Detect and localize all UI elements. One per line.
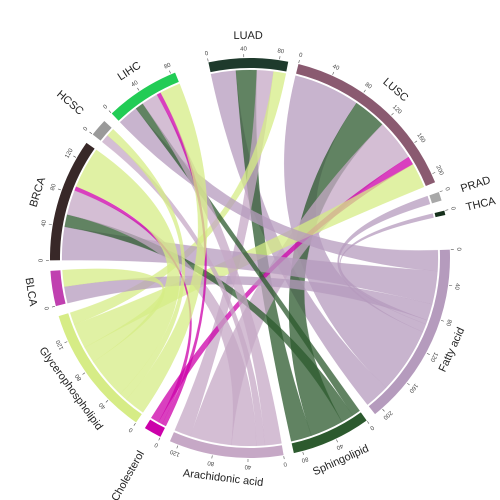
tick-mark xyxy=(133,423,136,426)
sector-label: Cholesterol xyxy=(109,449,147,500)
tick-mark xyxy=(211,455,213,459)
tick-mark xyxy=(391,112,394,116)
sector-label: Fatty acid xyxy=(437,326,468,374)
tick-label: 0 xyxy=(103,104,110,111)
tick-mark xyxy=(445,209,449,211)
tick-mark xyxy=(176,445,179,449)
sector xyxy=(50,270,66,307)
tick-label: 120 xyxy=(55,338,65,350)
tick-label: 0 xyxy=(128,426,135,433)
tick-label: 0 xyxy=(44,305,51,310)
ribbon xyxy=(339,213,434,325)
tick-label: 80 xyxy=(444,318,452,327)
sector xyxy=(434,210,446,218)
tick-label: 160 xyxy=(407,382,418,394)
tick-label: 120 xyxy=(428,351,438,363)
tick-label: 40 xyxy=(130,80,139,89)
tick-label: 0 xyxy=(39,258,45,262)
sector-label: BRCA xyxy=(28,175,49,208)
tick-mark xyxy=(363,89,366,93)
tick-label: 40 xyxy=(335,442,344,451)
tick-mark xyxy=(432,172,436,174)
tick-mark xyxy=(158,437,161,441)
tick-label: 40 xyxy=(331,64,340,72)
tick-label: 0 xyxy=(153,441,159,448)
tick-label: 120 xyxy=(64,147,75,159)
tick-mark xyxy=(64,341,68,344)
sector-label: LIHC xyxy=(116,60,144,84)
sector-label: LUAD xyxy=(233,30,262,42)
tick-mark xyxy=(336,439,338,443)
tick-mark xyxy=(426,352,430,355)
tick-label: 80 xyxy=(74,372,83,381)
tick-label: 80 xyxy=(50,183,58,192)
tick-mark xyxy=(82,372,86,375)
sector xyxy=(144,419,165,437)
tick-mark xyxy=(283,456,285,460)
tick-label: 40 xyxy=(41,219,48,227)
tick-label: 80 xyxy=(206,459,214,466)
tick-mark xyxy=(439,190,443,193)
tick-label: 80 xyxy=(163,62,172,70)
tick-mark xyxy=(414,140,418,143)
tick-label: 120 xyxy=(391,104,403,116)
tick-mark xyxy=(169,70,171,74)
sector xyxy=(49,142,95,261)
tick-label: 160 xyxy=(415,133,426,145)
sector xyxy=(92,120,112,141)
sector-label: PRAD xyxy=(459,174,492,195)
ribbon xyxy=(126,83,208,413)
sector xyxy=(169,432,284,458)
sector-label: THCA xyxy=(465,195,498,214)
sector xyxy=(291,412,367,454)
sector-label: LUSC xyxy=(380,76,410,104)
tick-label: 0 xyxy=(455,247,461,251)
sector-label: BLCA xyxy=(23,277,39,308)
tick-mark xyxy=(298,60,300,64)
sector xyxy=(368,249,450,415)
tick-mark xyxy=(57,188,61,191)
tick-label: 80 xyxy=(364,82,373,91)
tick-label: 200 xyxy=(381,409,393,421)
sector xyxy=(296,63,436,187)
tick-mark xyxy=(108,110,112,114)
tick-label: 80 xyxy=(277,48,285,55)
sector xyxy=(58,313,142,423)
tick-mark xyxy=(73,155,77,158)
tick-mark xyxy=(332,71,335,75)
tick-mark xyxy=(137,87,140,91)
sector-label: HCSC xyxy=(54,88,85,117)
ribbon xyxy=(75,149,180,395)
tick-label: 0 xyxy=(449,206,456,211)
tick-mark xyxy=(382,408,385,412)
tick-label: 40 xyxy=(240,47,248,53)
tick-mark xyxy=(51,306,55,308)
tick-label: 120 xyxy=(169,448,181,457)
tick-mark xyxy=(89,131,93,135)
tick-label: 80 xyxy=(300,455,309,463)
tick-label: 0 xyxy=(83,126,90,133)
sector xyxy=(208,57,289,73)
tick-label: 0 xyxy=(282,460,287,467)
tick-mark xyxy=(207,58,209,62)
tick-label: 40 xyxy=(98,401,107,410)
tick-label: 0 xyxy=(298,52,303,59)
tick-label: 200 xyxy=(434,165,444,177)
tick-label: 0 xyxy=(204,51,209,58)
tick-label: 40 xyxy=(453,283,460,291)
tick-mark xyxy=(302,451,304,455)
sector-label: Arachidonic acid xyxy=(182,467,264,489)
tick-label: 0 xyxy=(368,424,375,431)
tick-label: 40 xyxy=(244,463,251,469)
tick-mark xyxy=(367,421,370,424)
sector xyxy=(429,192,442,204)
tick-mark xyxy=(105,400,109,403)
tick-mark xyxy=(407,382,410,386)
tick-mark xyxy=(441,320,445,322)
sector xyxy=(111,72,179,121)
ribbons xyxy=(61,69,439,447)
tick-label: 0 xyxy=(443,187,450,193)
